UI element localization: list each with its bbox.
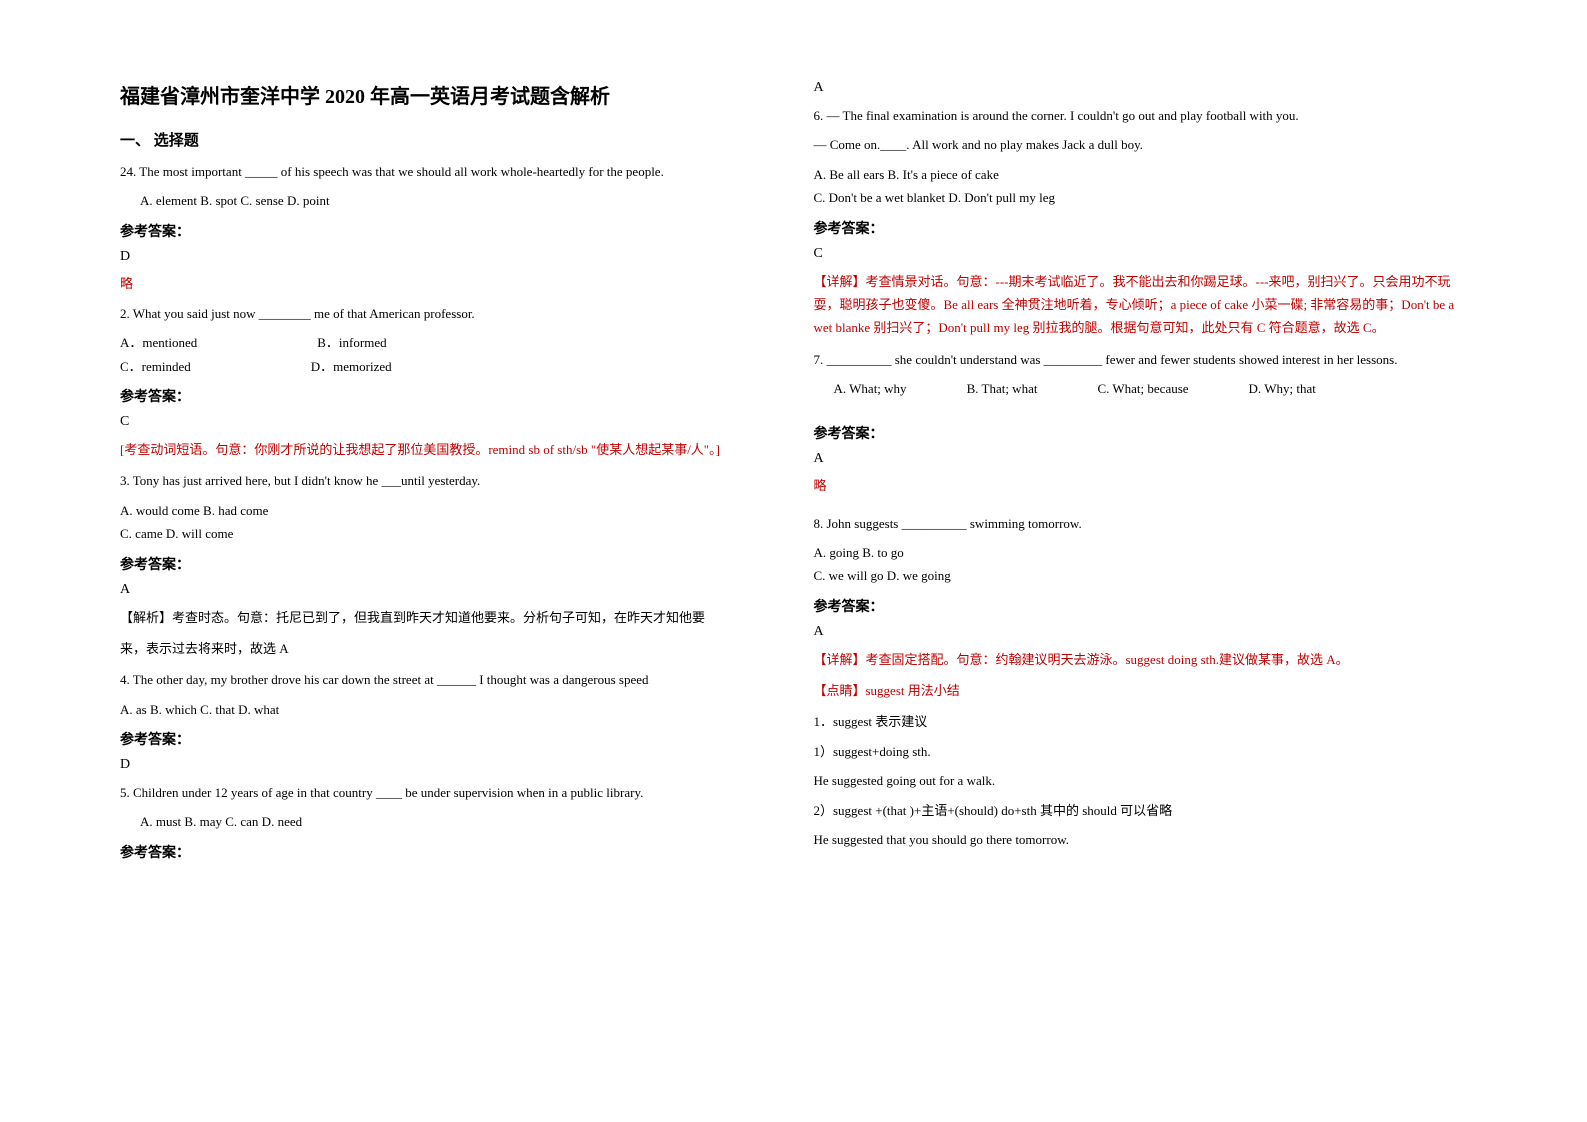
q24-brief: 略 bbox=[120, 273, 774, 292]
q5-answer: A bbox=[814, 80, 1468, 96]
document-title: 福建省漳州市奎洋中学 2020 年高一英语月考试题含解析 bbox=[120, 80, 774, 109]
q2-opt-b: B．informed bbox=[317, 331, 386, 354]
q6-line2: — Come on.____. All work and no play mak… bbox=[814, 133, 1468, 156]
q8-explanation2: 【点睛】suggest 用法小结 bbox=[814, 679, 1468, 702]
q4-answer-label: 参考答案： bbox=[120, 729, 774, 749]
q3-explanation1: 【解析】考查时态。句意：托尼已到了，但我直到昨天才知道他要来。分析句子可知，在昨… bbox=[120, 606, 774, 629]
q6-options-ab: A. Be all ears B. It's a piece of cake bbox=[814, 163, 1468, 186]
q4-options: A. as B. which C. that D. what bbox=[120, 698, 774, 721]
q8-answer: A bbox=[814, 624, 1468, 640]
q8-options-ab: A. going B. to go bbox=[814, 541, 1468, 564]
q8-line5: He suggested that you should go there to… bbox=[814, 828, 1468, 851]
q2-answer-label: 参考答案： bbox=[120, 386, 774, 406]
q2-text: 2. What you said just now ________ me of… bbox=[120, 302, 774, 325]
q3-text: 3. Tony has just arrived here, but I did… bbox=[120, 469, 774, 492]
section-header: 一、 选择题 bbox=[120, 129, 774, 150]
q7-opt-d: D. Why; that bbox=[1249, 377, 1316, 400]
q24-answer: D bbox=[120, 249, 774, 265]
q3-options-ab: A. would come B. had come bbox=[120, 499, 774, 522]
q8-text: 8. John suggests __________ swimming tom… bbox=[814, 512, 1468, 535]
q2-opt-c: C．reminded bbox=[120, 355, 191, 378]
q6-answer: C bbox=[814, 246, 1468, 262]
q7-opt-c: C. What; because bbox=[1097, 377, 1188, 400]
q5-answer-label: 参考答案： bbox=[120, 842, 774, 862]
q4-answer: D bbox=[120, 757, 774, 773]
q7-options-abc: A. What; why B. That; what C. What; beca… bbox=[814, 377, 1468, 400]
left-column: 福建省漳州市奎洋中学 2020 年高一英语月考试题含解析 一、 选择题 24. … bbox=[100, 80, 794, 1082]
q7-opt-a: A. What; why bbox=[834, 377, 907, 400]
q2-opt-d: D．memorized bbox=[311, 355, 392, 378]
q8-answer-label: 参考答案： bbox=[814, 596, 1468, 616]
q8-explanation1: 【详解】考查固定搭配。句意：约翰建议明天去游泳。suggest doing st… bbox=[814, 648, 1468, 671]
q2-explanation: [考查动词短语。句意：你刚才所说的让我想起了那位美国教授。remind sb o… bbox=[120, 438, 774, 461]
q2-answer: C bbox=[120, 414, 774, 430]
q3-answer-label: 参考答案： bbox=[120, 554, 774, 574]
q2-options-ab: A．mentioned B．informed bbox=[120, 331, 774, 354]
q2-opt-a: A．mentioned bbox=[120, 331, 197, 354]
q24-answer-label: 参考答案： bbox=[120, 221, 774, 241]
q6-answer-label: 参考答案： bbox=[814, 218, 1468, 238]
q7-text: 7. __________ she couldn't understand wa… bbox=[814, 348, 1468, 371]
q24-text: 24. The most important _____ of his spee… bbox=[120, 160, 774, 183]
q3-explanation2: 来，表示过去将来时，故选 A bbox=[120, 637, 774, 660]
q7-brief: 略 bbox=[814, 475, 1468, 494]
q6-explanation: 【详解】考查情景对话。句意：---期末考试临近了。我不能出去和你踢足球。---来… bbox=[814, 270, 1468, 340]
q24-options: A. element B. spot C. sense D. point bbox=[120, 189, 774, 212]
q8-line3: He suggested going out for a walk. bbox=[814, 769, 1468, 792]
right-column: A 6. — The final examination is around t… bbox=[794, 80, 1488, 1082]
q5-text: 5. Children under 12 years of age in tha… bbox=[120, 781, 774, 804]
q5-options: A. must B. may C. can D. need bbox=[120, 810, 774, 833]
q7-answer-label: 参考答案： bbox=[814, 423, 1468, 443]
q3-answer: A bbox=[120, 582, 774, 598]
q8-line4: 2）suggest +(that )+主语+(should) do+sth 其中… bbox=[814, 799, 1468, 822]
q8-line2: 1）suggest+doing sth. bbox=[814, 740, 1468, 763]
q2-options-cd: C．reminded D．memorized bbox=[120, 355, 774, 378]
q6-line1: 6. — The final examination is around the… bbox=[814, 104, 1468, 127]
q6-options-cd: C. Don't be a wet blanket D. Don't pull … bbox=[814, 186, 1468, 209]
q8-line1: 1．suggest 表示建议 bbox=[814, 710, 1468, 733]
q3-options-cd: C. came D. will come bbox=[120, 522, 774, 545]
q7-answer: A bbox=[814, 451, 1468, 467]
q4-text: 4. The other day, my brother drove his c… bbox=[120, 668, 774, 691]
q7-opt-b: B. That; what bbox=[967, 377, 1038, 400]
q8-options-cd: C. we will go D. we going bbox=[814, 564, 1468, 587]
